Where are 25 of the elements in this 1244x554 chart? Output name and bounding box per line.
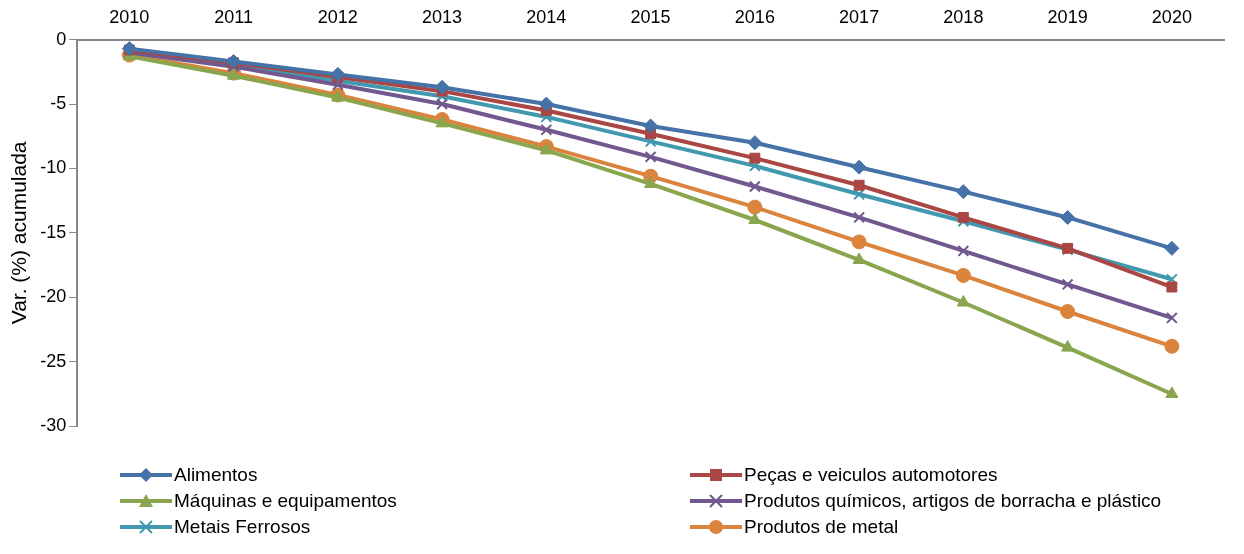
y-tick-label: 0	[56, 28, 67, 49]
legend-label: Alimentos	[174, 464, 258, 486]
x-tick-label: 2018	[943, 6, 984, 27]
legend-label: Produtos de metal	[744, 516, 899, 538]
x-tick-label: 2011	[214, 6, 253, 27]
y-tick-label: -30	[40, 415, 67, 436]
y-tick-label: -20	[40, 286, 67, 307]
x-tick-label: 2010	[109, 6, 150, 27]
y-axis-title: Var. (%) acumulada	[7, 141, 31, 325]
x-tick-label: 2017	[839, 6, 880, 27]
y-tick-label: -15	[40, 221, 67, 242]
y-tick-label: -25	[40, 350, 67, 371]
x-tick-label: 2015	[630, 6, 671, 27]
legend-label: Metais Ferrosos	[174, 516, 311, 538]
legend-label: Produtos químicos, artigos de borracha e plástico	[744, 490, 1162, 512]
x-tick-label: 2014	[526, 6, 567, 27]
y-tick-label: -5	[50, 93, 67, 113]
legend-label: Máquinas e equipamentos	[174, 490, 397, 512]
y-tick-label: -10	[40, 157, 67, 178]
x-tick-label: 2020	[1151, 6, 1192, 27]
x-tick-label: 2013	[422, 6, 463, 27]
x-tick-label: 2016	[734, 6, 775, 27]
x-tick-label: 2019	[1047, 6, 1088, 27]
x-tick-label: 2012	[317, 6, 358, 27]
legend-label: Peças e veiculos automotores	[744, 464, 998, 486]
